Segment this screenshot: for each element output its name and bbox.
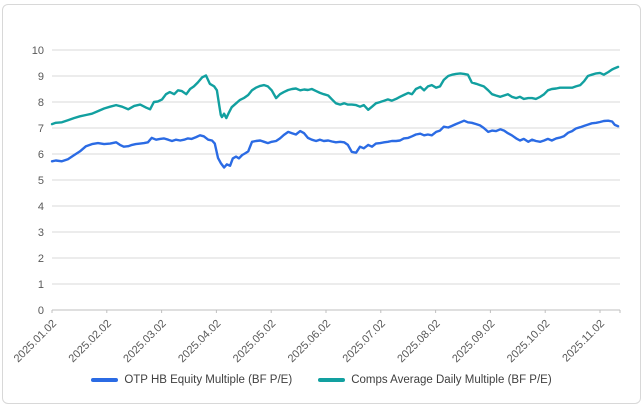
x-axis-tick-label: 2025.07.02 [341, 318, 388, 365]
x-axis-tick-label: 2025.08.02 [395, 318, 442, 365]
otp-hb-series-swatch-icon [91, 378, 119, 382]
y-axis-tick-label: 6 [38, 149, 44, 161]
x-axis-tick-label: 2025.11.02 [560, 318, 607, 365]
y-axis-tick-label: 4 [38, 201, 44, 213]
comps-avg-series-swatch-icon [318, 378, 346, 382]
y-axis-tick-label: 3 [38, 227, 44, 239]
x-axis-tick-label: 2025.05.02 [231, 318, 278, 365]
x-axis-tick-label: 2025.10.02 [505, 318, 552, 365]
x-axis-tick-label: 2025.09.02 [450, 318, 497, 365]
legend-label-comps-avg: Comps Average Daily Multiple (BF P/E) [351, 374, 552, 386]
legend-item-comps-avg: Comps Average Daily Multiple (BF P/E) [318, 374, 552, 386]
y-axis-tick-label: 9 [38, 71, 44, 83]
x-axis-tick-label: 2025.06.02 [286, 318, 333, 365]
series-line-comps-avg [50, 65, 620, 126]
y-axis-tick-label: 5 [38, 175, 44, 187]
legend-item-otp-hb: OTP HB Equity Multiple (BF P/E) [91, 374, 292, 386]
y-axis-tick-label: 0 [38, 305, 44, 317]
series-line-otp-hb [50, 119, 620, 169]
chart-legend: OTP HB Equity Multiple (BF P/E) Comps Av… [0, 374, 643, 386]
x-axis-tick-label: 2025.01.02 [12, 318, 59, 365]
x-axis-tick-label: 2025.02.02 [67, 318, 114, 365]
legend-label-otp-hb: OTP HB Equity Multiple (BF P/E) [124, 374, 293, 386]
x-axis-tick-label: 2025.03.02 [121, 318, 168, 365]
y-axis-tick-label: 8 [38, 97, 44, 109]
y-axis-tick-label: 1 [38, 279, 44, 291]
y-axis-tick-label: 7 [38, 123, 44, 135]
x-axis-tick-label: 2025.04.02 [176, 318, 223, 365]
y-axis-tick-label: 2 [38, 253, 44, 265]
y-axis-tick-label: 10 [32, 45, 44, 57]
